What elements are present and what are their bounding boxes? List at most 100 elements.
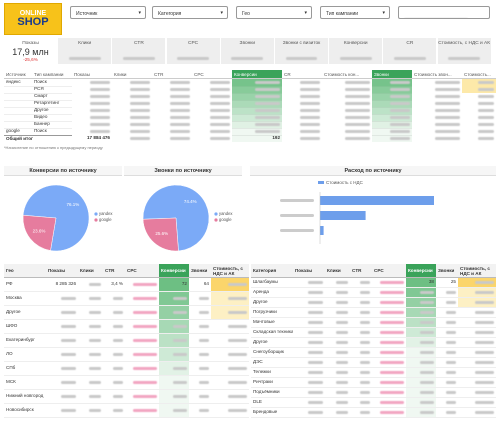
blurred-value — [477, 116, 494, 119]
table-cell — [406, 308, 436, 318]
table-cell — [72, 100, 112, 107]
table-cell — [192, 93, 232, 100]
blurred-value — [404, 18, 468, 19]
chart-title: Звонки по источнику — [124, 166, 242, 176]
blurred-value — [380, 291, 404, 294]
table-cell — [189, 376, 211, 390]
table-cell — [232, 93, 282, 100]
blurred-value — [380, 371, 404, 374]
filter-dropdown[interactable]: Тип кампании ▾ — [320, 6, 390, 19]
table-cell — [293, 328, 325, 338]
blurred-value — [130, 137, 150, 140]
table-cell — [322, 93, 372, 100]
blurred-value — [344, 116, 370, 119]
table-cell — [211, 278, 249, 292]
footnote: *Начисление по отношению к предыдущему п… — [4, 145, 103, 150]
blurred-value — [228, 381, 247, 384]
table-cell — [458, 408, 496, 418]
row-name: ДЭС — [251, 358, 293, 368]
blurred-value — [419, 331, 434, 334]
table-cell: 3,4 % — [103, 278, 125, 292]
legend-swatch — [318, 181, 324, 184]
kpi-value-blurred — [383, 50, 436, 64]
chart-title: Расход по источнику — [250, 166, 496, 176]
table-cell — [406, 318, 436, 328]
blurred-value — [380, 351, 404, 354]
table-cell — [462, 86, 496, 93]
filter-dropdown[interactable]: Категория ▾ — [152, 6, 228, 19]
table-cell — [78, 348, 103, 362]
table-cell — [412, 135, 462, 142]
table-cell — [350, 278, 372, 288]
blurred-value — [419, 391, 434, 394]
filter-dropdown[interactable]: Источник ▾ — [70, 6, 146, 19]
row-name: Другое — [251, 298, 293, 308]
blurred-value — [199, 325, 209, 328]
table-cell: 25 — [436, 278, 458, 288]
caret: ▾ — [138, 10, 141, 16]
row-name: Другое — [251, 338, 293, 348]
blurred-value — [300, 116, 320, 119]
row-name: Мачтовые — [251, 318, 293, 328]
blurred-value — [300, 88, 320, 91]
table-cell — [293, 308, 325, 318]
table-cell — [293, 288, 325, 298]
table-cell — [406, 408, 436, 418]
row-name: Брендовые — [251, 408, 293, 418]
blurred-value — [300, 102, 320, 105]
filter-dropdown[interactable]: Гео ▾ — [236, 6, 312, 19]
table-cell — [189, 292, 211, 306]
blurred-value — [170, 130, 190, 133]
table-cell — [211, 348, 249, 362]
table-cell — [325, 328, 350, 338]
blurred-value — [89, 339, 101, 342]
blurred-value — [90, 88, 110, 91]
table-cell — [372, 298, 406, 308]
blurred-value — [89, 325, 101, 328]
column-header: CTR — [152, 70, 192, 79]
blurred-value — [390, 109, 410, 112]
blurred-category — [280, 214, 314, 217]
column-header: Клики — [78, 264, 103, 278]
blurred-value — [113, 395, 123, 398]
blurred-value — [360, 311, 370, 314]
table-cell — [103, 334, 125, 348]
table-cell — [462, 135, 496, 142]
table-cell — [293, 358, 325, 368]
blurred-value — [254, 88, 280, 91]
kpi-label: CR — [406, 41, 414, 46]
blurred-value — [199, 409, 209, 412]
column-header: Стоимость, с НДС и АК — [458, 264, 496, 278]
table-cell — [192, 79, 232, 86]
table-cell — [211, 376, 249, 390]
blurred-value — [434, 88, 460, 91]
date-range[interactable] — [398, 6, 490, 19]
blurred-value — [90, 130, 110, 133]
table-cell — [406, 328, 436, 338]
blurred-value — [307, 361, 323, 364]
legend-swatch — [94, 212, 98, 216]
blurred-value — [446, 321, 456, 324]
campaign-type: Ретаргетинг — [34, 100, 60, 106]
table-cell — [72, 114, 112, 121]
table-cell — [293, 278, 325, 288]
table-cell: 8 285 326 — [46, 278, 78, 292]
blurred-value — [133, 395, 157, 398]
blurred-value — [254, 123, 280, 126]
table-cell — [78, 278, 103, 292]
blurred-value — [380, 301, 404, 304]
table-cell — [152, 121, 192, 128]
table-cell — [350, 408, 372, 418]
chart-title: Конверсии по источнику — [4, 166, 122, 176]
blurred-value — [307, 281, 323, 284]
table-cell — [72, 79, 112, 86]
filter-label: Гео — [242, 11, 250, 17]
table-cell — [78, 306, 103, 320]
blurred-value — [419, 371, 434, 374]
table-cell — [293, 338, 325, 348]
blurred-value — [419, 401, 434, 404]
blurred-value — [113, 409, 123, 412]
kpi-card: Звонки — [220, 38, 274, 64]
blurred-value — [300, 95, 320, 98]
blurred-value — [113, 311, 123, 314]
